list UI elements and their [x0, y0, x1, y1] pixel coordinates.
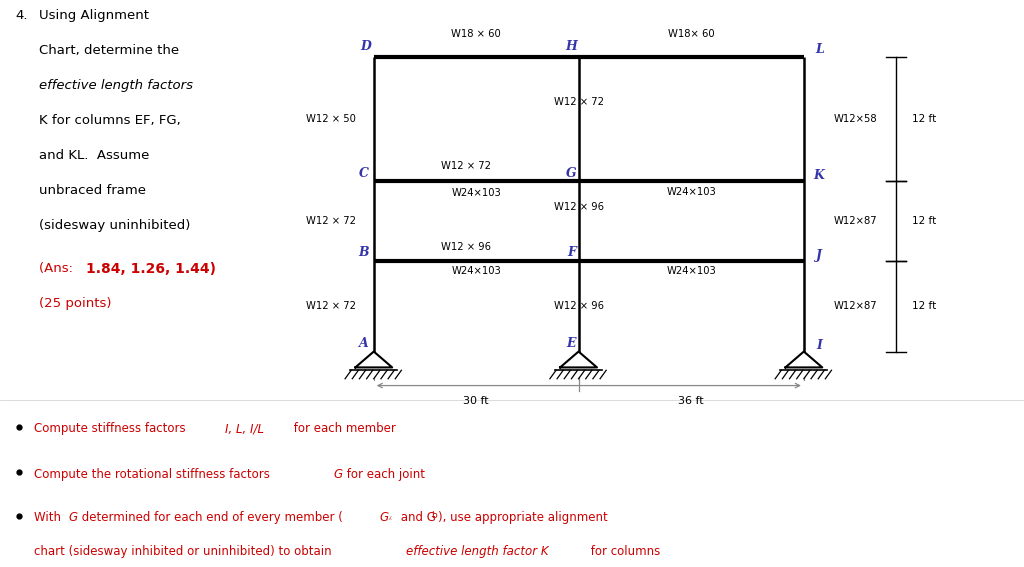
Text: G: G — [69, 511, 78, 524]
Text: 12 ft: 12 ft — [912, 114, 937, 124]
Text: and G: and G — [397, 511, 436, 524]
Text: J: J — [816, 249, 822, 261]
Text: Compute the rotational stiffness factors: Compute the rotational stiffness factors — [34, 468, 273, 481]
Text: W12 × 72: W12 × 72 — [441, 160, 490, 171]
Text: D: D — [360, 40, 371, 53]
Text: and KL.  Assume: and KL. Assume — [39, 149, 150, 162]
Text: I: I — [816, 340, 822, 352]
Text: E: E — [566, 337, 577, 350]
Text: W18× 60: W18× 60 — [668, 29, 715, 39]
Text: G: G — [380, 511, 389, 524]
Text: (sidesway uninhibited): (sidesway uninhibited) — [39, 219, 190, 232]
Text: K for columns EF, FG,: K for columns EF, FG, — [39, 114, 180, 127]
Text: W24×103: W24×103 — [452, 188, 501, 198]
Text: effective length factors: effective length factors — [39, 79, 193, 92]
Text: C: C — [358, 167, 369, 180]
Text: W12×87: W12×87 — [834, 301, 877, 311]
Text: effective length factor K: effective length factor K — [406, 545, 548, 558]
Text: b: b — [431, 511, 437, 521]
Text: Chart, determine the: Chart, determine the — [39, 44, 179, 57]
Text: K: K — [814, 170, 824, 182]
Text: for each joint: for each joint — [343, 468, 425, 481]
Text: W24×103: W24×103 — [452, 266, 501, 276]
Text: L: L — [815, 44, 823, 56]
Text: W24×103: W24×103 — [667, 266, 716, 276]
Text: Compute stiffness factors: Compute stiffness factors — [34, 422, 189, 435]
Text: (25 points): (25 points) — [39, 297, 112, 310]
Text: W12 × 96: W12 × 96 — [554, 202, 603, 212]
Text: chart (sidesway inhibited or uninhibited) to obtain: chart (sidesway inhibited or uninhibited… — [34, 545, 335, 558]
Text: 30 ft: 30 ft — [463, 396, 489, 407]
Text: With: With — [34, 511, 65, 524]
Text: 12 ft: 12 ft — [912, 216, 937, 226]
Text: 1.84, 1.26, 1.44): 1.84, 1.26, 1.44) — [86, 261, 216, 276]
Text: W12×58: W12×58 — [834, 114, 877, 124]
Text: H: H — [565, 40, 578, 53]
Text: G: G — [334, 468, 343, 481]
Text: W18 × 60: W18 × 60 — [452, 29, 501, 39]
Text: W12 × 96: W12 × 96 — [441, 242, 490, 252]
Text: W12 × 72: W12 × 72 — [306, 301, 355, 311]
Text: for each member: for each member — [290, 422, 395, 435]
Text: 36 ft: 36 ft — [678, 396, 705, 407]
Text: W12 × 50: W12 × 50 — [306, 114, 355, 124]
Text: Using Alignment: Using Alignment — [39, 9, 148, 22]
Text: (Ans:: (Ans: — [39, 261, 77, 274]
Text: ⁁: ⁁ — [388, 511, 390, 521]
Text: determined for each end of every member (: determined for each end of every member … — [78, 511, 343, 524]
Text: W12 × 96: W12 × 96 — [554, 301, 603, 311]
Text: 4.: 4. — [15, 9, 28, 22]
Text: ), use appropriate alignment: ), use appropriate alignment — [438, 511, 608, 524]
Text: for columns: for columns — [587, 545, 660, 558]
Text: A: A — [358, 337, 369, 350]
Text: W12 × 72: W12 × 72 — [306, 216, 355, 226]
Text: W24×103: W24×103 — [667, 187, 716, 197]
Text: B: B — [358, 247, 369, 259]
Text: 12 ft: 12 ft — [912, 301, 937, 311]
Text: W12 × 72: W12 × 72 — [554, 97, 603, 107]
Text: F: F — [567, 247, 575, 259]
Text: W12×87: W12×87 — [834, 216, 877, 226]
Text: I, L, I/L: I, L, I/L — [225, 422, 264, 435]
Text: unbraced frame: unbraced frame — [39, 184, 145, 197]
Text: G: G — [566, 167, 577, 180]
